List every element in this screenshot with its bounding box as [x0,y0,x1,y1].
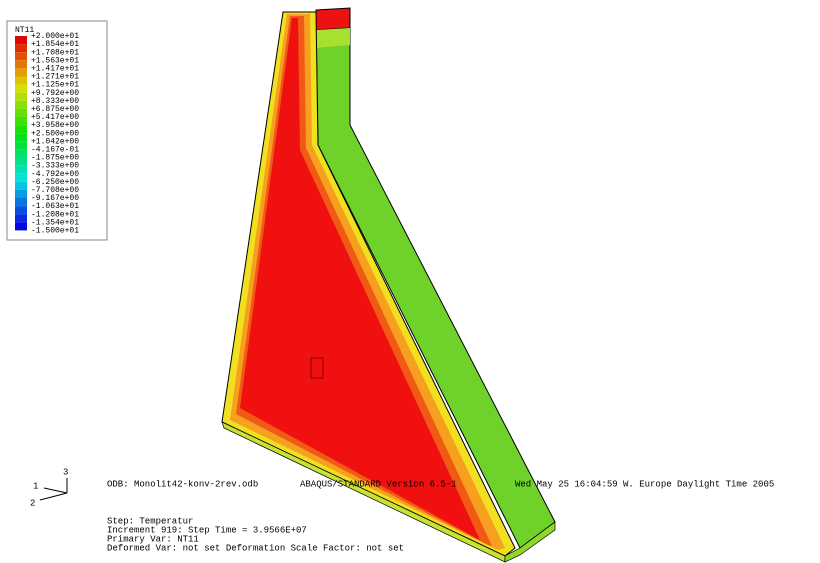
legend-label: +1.125e+01 [31,81,79,90]
info-text: Increment 919: Step Time = 3.9566E+07 [107,525,307,535]
info-text: ODB: Monolit42-konv-2rev.odb [107,479,258,489]
bottom-side [504,521,556,563]
legend-label: +1.563e+01 [31,56,79,65]
info-text: Primary Var: NT11 [107,534,199,544]
info-text: Wed May 25 16:04:59 W. Europe Daylight T… [515,479,774,489]
legend-label: -4.167e-01 [31,146,79,155]
legend-swatch [15,60,27,69]
legend-swatch [15,141,27,150]
legend-swatch [15,133,27,142]
info-text: Step: Temperatur [107,516,193,526]
legend-swatch [15,52,27,61]
legend-swatch [15,198,27,207]
info-text: ABAQUS/STANDARD Version 6.5-1 [300,479,457,489]
info: ODB: Monolit42-konv-2rev.odb ABAQUS/STAN… [107,479,774,553]
legend-swatch [15,76,27,85]
legend-label: -1.875e+00 [31,154,79,163]
legend-swatch [15,149,27,158]
front-core [240,18,480,540]
legend-label: +2.500e+00 [31,129,79,138]
legend-swatch [15,157,27,166]
triad: 3 1 2 [30,467,68,508]
legend-swatch [15,189,27,198]
legend-label: -1.063e+01 [31,202,79,211]
legend-label: +1.271e+01 [31,73,79,82]
legend-swatch [15,68,27,77]
legend-swatch [15,173,27,182]
legend-swatch [15,117,27,126]
legend-swatch [15,125,27,134]
legend-swatch [15,222,27,231]
legend-label: +1.042e+00 [31,137,79,146]
axis-label: 3 [63,467,68,477]
legend-label: -7.708e+00 [31,186,79,195]
legend-swatch [15,214,27,223]
legend-swatch [15,165,27,174]
axis [43,487,68,494]
legend-swatch [15,108,27,117]
top-face [315,7,351,31]
axis-label: 2 [30,498,35,508]
legend-label: -1.208e+01 [31,210,79,219]
legend-label: +6.875e+00 [31,105,79,114]
top-gradient [316,28,350,48]
legend-label: +9.792e+00 [31,89,79,98]
legend-label: +8.333e+00 [31,97,79,106]
legend-label: -1.500e+01 [31,227,79,236]
legend-swatch [15,206,27,215]
legend-label: -3.333e+00 [31,162,79,171]
legend-swatch [15,84,27,93]
axis-label: 1 [33,481,38,491]
legend-title: NT11 [15,26,34,35]
legend-label: +3.958e+00 [31,121,79,130]
legend: NT11 +2.000e+01+1.854e+01+1.708e+01+1.56… [6,20,108,241]
legend-swatch [15,44,27,53]
axis [39,492,68,501]
info-text: Deformed Var: not set Deformation Scale … [107,543,404,553]
legend-swatch [15,181,27,190]
legend-label: -6.250e+00 [31,178,79,187]
legend-label: +1.854e+01 [31,40,79,49]
legend-label: +5.417e+00 [31,113,79,122]
marker [310,357,324,379]
legend-label: -4.792e+00 [31,170,79,179]
legend-swatch [15,100,27,109]
legend-label: +1.417e+01 [31,65,79,74]
legend-label: +1.708e+01 [31,48,79,57]
legend-label: -1.354e+01 [31,218,79,227]
legend-swatch [15,92,27,101]
legend-label: -9.167e+00 [31,194,79,203]
legend-label: +2.000e+01 [31,32,79,41]
model [221,7,556,563]
legend-swatch [15,36,27,45]
